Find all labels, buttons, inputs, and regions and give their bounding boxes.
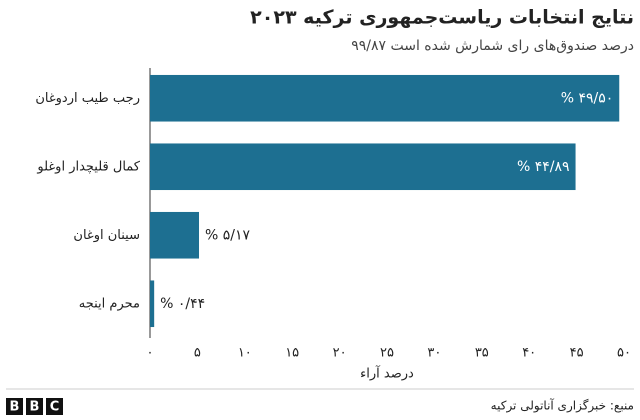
bar — [150, 74, 620, 122]
logo-letter: C — [50, 400, 60, 415]
value-label: % ۰/۴۴ — [160, 296, 205, 312]
y-tick-label: سینان اوغان — [73, 228, 140, 243]
x-tick-label: ۲۵ — [380, 346, 394, 361]
source: منبع: خبرگزاری آناتولی ترکیه — [491, 398, 634, 414]
x-tick-label: ۰ — [147, 346, 154, 361]
x-tick-label: ۱۵ — [285, 346, 299, 361]
x-tick-label: ۵۰ — [617, 346, 631, 361]
x-tick-label: ۵ — [194, 346, 201, 361]
x-tick-label: ۲۰ — [333, 346, 347, 361]
chart-subtitle: ۹۹/۸۷ درصد صندوق‌های رای شمارش شده است — [351, 38, 634, 54]
x-tick-label: ۳۰ — [427, 346, 441, 361]
bar — [150, 143, 576, 191]
value-label: % ۵/۱۷ — [205, 227, 251, 243]
x-tick-label: ۴۵ — [570, 346, 584, 361]
logo-letter: B — [30, 400, 40, 415]
value-label: % ۴۴/۸۹ — [517, 159, 570, 175]
logo-block — [46, 398, 63, 415]
chart-title: نتایج انتخابات ریاست‌جمهوری ترکیه ۲۰۲۳ — [250, 7, 634, 29]
x-tick-label: ۳۵ — [475, 346, 489, 361]
logo-letter: B — [10, 400, 20, 415]
logo-block — [26, 398, 43, 415]
x-tick-label: ۴۰ — [522, 346, 536, 361]
logo-block — [6, 398, 23, 415]
y-tick-label: رجب طیب اردوغان — [35, 91, 140, 106]
y-tick-label: کمال قلیچدار اوغلو — [36, 159, 140, 174]
value-label: % ۴۹/۵۰ — [561, 90, 614, 106]
y-tick-label: محرم اینجه — [79, 296, 140, 311]
x-tick-label: ۱۰ — [238, 346, 252, 361]
x-axis-label: درصد آراء — [360, 365, 414, 382]
bar — [150, 211, 200, 259]
bar — [150, 280, 155, 328]
